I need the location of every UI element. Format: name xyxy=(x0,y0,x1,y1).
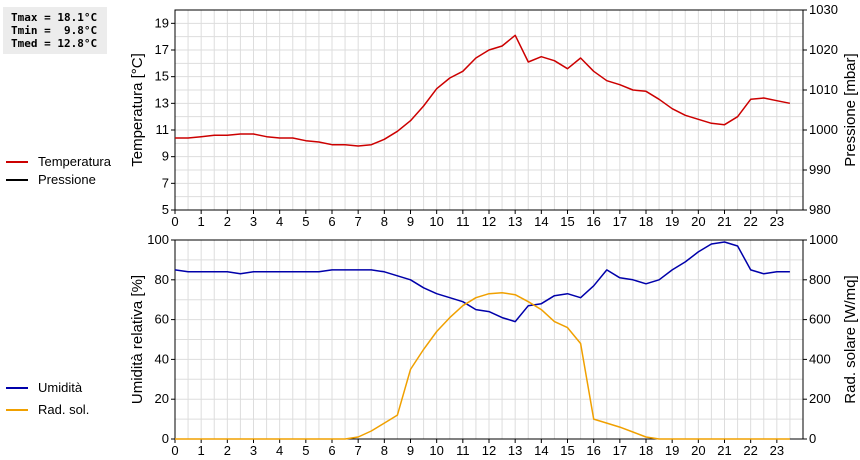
chart2-ylabel: Umidità relativa [%] xyxy=(129,275,146,404)
chart1-x-tick-label: 7 xyxy=(355,214,362,229)
chart1-x-tick-label: 6 xyxy=(328,214,335,229)
chart2-x-tick-label: 12 xyxy=(482,443,496,458)
stat-tmax: Tmax = 18.1°C xyxy=(11,11,98,24)
chart1-x-tick-label: 22 xyxy=(743,214,757,229)
chart2-y2-tick-label: 200 xyxy=(809,391,831,406)
chart2-series-line-umidit- xyxy=(174,241,790,323)
legend-label-umidita: Umidità xyxy=(38,380,83,395)
stat-tmed: Tmed = 12.8°C xyxy=(11,37,98,50)
chart2-y2-tick-label: 400 xyxy=(809,351,831,366)
chart2-y-tick-label: 80 xyxy=(155,272,169,287)
chart2-x-tick-label: 16 xyxy=(586,443,600,458)
chart2-x-tick-label: 11 xyxy=(456,443,470,458)
chart2-x-tick-label: 20 xyxy=(691,443,705,458)
legend-label-temperatura: Temperatura xyxy=(38,154,111,169)
chart1-x-tick-label: 9 xyxy=(407,214,414,229)
chart2-y2label: Rad. solare [W/mq] xyxy=(842,275,859,403)
chart2-x-tick-label: 1 xyxy=(198,443,205,458)
chart2-y-tick-label: 20 xyxy=(155,391,169,406)
chart2-x-tick-label: 10 xyxy=(429,443,443,458)
chart1-y2-tick-label: 1000 xyxy=(809,122,838,137)
chart1-y2label: Pressione [mbar] xyxy=(842,53,859,166)
chart1-x-tick-label: 8 xyxy=(381,214,388,229)
chart2-y2-tick-label: 0 xyxy=(809,431,816,446)
chart1-y2-tick-label: 990 xyxy=(809,162,831,177)
stat-tmin: Tmin = 9.8°C xyxy=(11,24,98,37)
chart1-y2-tick-label: 1030 xyxy=(809,2,838,17)
chart2-x-tick-label: 5 xyxy=(302,443,309,458)
chart2-x-tick-label: 18 xyxy=(639,443,653,458)
legend-swatch-temperatura xyxy=(6,161,28,163)
chart1-x-tick-label: 19 xyxy=(665,214,679,229)
chart2-x-tick-label: 19 xyxy=(665,443,679,458)
chart1-y-tick-label: 5 xyxy=(162,202,169,217)
legend-label-pressione: Pressione xyxy=(38,172,96,187)
chart1-y-tick-label: 7 xyxy=(162,175,169,190)
chart1-x-tick-label: 14 xyxy=(534,214,548,229)
chart1-x-tick-label: 23 xyxy=(770,214,784,229)
chart1-x-tick-label: 18 xyxy=(639,214,653,229)
chart1-y-tick-label: 9 xyxy=(162,149,169,164)
chart1-x-tick-label: 3 xyxy=(250,214,257,229)
chart2-x-tick-label: 9 xyxy=(407,443,414,458)
chart2-x-tick-label: 22 xyxy=(743,443,757,458)
chart2-x-tick-label: 7 xyxy=(355,443,362,458)
chart2-y-tick-label: 100 xyxy=(147,232,169,247)
chart1-series-line-temperatura xyxy=(175,34,791,147)
chart1-x-tick-label: 5 xyxy=(302,214,309,229)
legend-label-rad-sol: Rad. sol. xyxy=(38,402,90,417)
chart1-y-tick-label: 19 xyxy=(155,15,169,30)
chart1-x-tick-label: 15 xyxy=(560,214,574,229)
chart1-y-tick-label: 13 xyxy=(155,95,169,110)
chart2-x-tick-label: 0 xyxy=(171,443,178,458)
legend-swatch-rad-sol xyxy=(6,409,28,411)
chart1-x-tick-label: 12 xyxy=(482,214,496,229)
chart1-x-tick-label: 10 xyxy=(429,214,443,229)
chart1-y2-tick-label: 1020 xyxy=(809,42,838,57)
chart2-x-tick-label: 23 xyxy=(770,443,784,458)
chart2-y-tick-label: 60 xyxy=(155,312,169,327)
chart2-x-tick-label: 14 xyxy=(534,443,548,458)
chart2-y2-tick-label: 600 xyxy=(809,312,831,327)
chart2-x-tick-label: 3 xyxy=(250,443,257,458)
chart1-x-tick-label: 0 xyxy=(171,214,178,229)
chart2-x-tick-label: 8 xyxy=(381,443,388,458)
stats-box: Tmax = 18.1°C Tmin = 9.8°C Tmed = 12.8°C xyxy=(3,7,107,54)
chart1-x-tick-label: 13 xyxy=(508,214,522,229)
chart1-x-tick-label: 11 xyxy=(456,214,470,229)
chart2-x-tick-label: 4 xyxy=(276,443,283,458)
chart2-y2-tick-label: 800 xyxy=(809,272,831,287)
chart1-y-tick-label: 11 xyxy=(156,122,170,137)
chart2-y-tick-label: 0 xyxy=(162,431,169,446)
chart1-x-tick-label: 2 xyxy=(224,214,231,229)
chart2-x-tick-label: 13 xyxy=(508,443,522,458)
chart2-x-tick-label: 21 xyxy=(717,443,731,458)
chart2-series-line-rad-sol- xyxy=(175,291,790,440)
chart1-x-tick-label: 4 xyxy=(276,214,283,229)
chart2-y2-tick-label: 1000 xyxy=(809,232,838,247)
chart1-x-tick-label: 21 xyxy=(717,214,731,229)
chart2-x-tick-label: 15 xyxy=(560,443,574,458)
legend-swatch-pressione xyxy=(6,179,28,181)
chart2-x-tick-label: 2 xyxy=(224,443,231,458)
chart2-x-tick-label: 6 xyxy=(328,443,335,458)
chart1-y-tick-label: 15 xyxy=(155,69,169,84)
chart1-x-tick-label: 16 xyxy=(586,214,600,229)
chart1-y2-tick-label: 980 xyxy=(809,202,831,217)
chart1-x-tick-label: 20 xyxy=(691,214,705,229)
chart2-y-tick-label: 40 xyxy=(155,351,169,366)
chart2-x-tick-label: 17 xyxy=(613,443,627,458)
chart1-x-tick-label: 1 xyxy=(198,214,205,229)
legend-swatch-umidita xyxy=(6,387,28,389)
chart1-ylabel: Temperatura [°C] xyxy=(129,53,146,167)
chart1-x-tick-label: 17 xyxy=(613,214,627,229)
chart1-y-tick-label: 17 xyxy=(155,42,169,57)
chart1-y2-tick-label: 1010 xyxy=(809,82,838,97)
